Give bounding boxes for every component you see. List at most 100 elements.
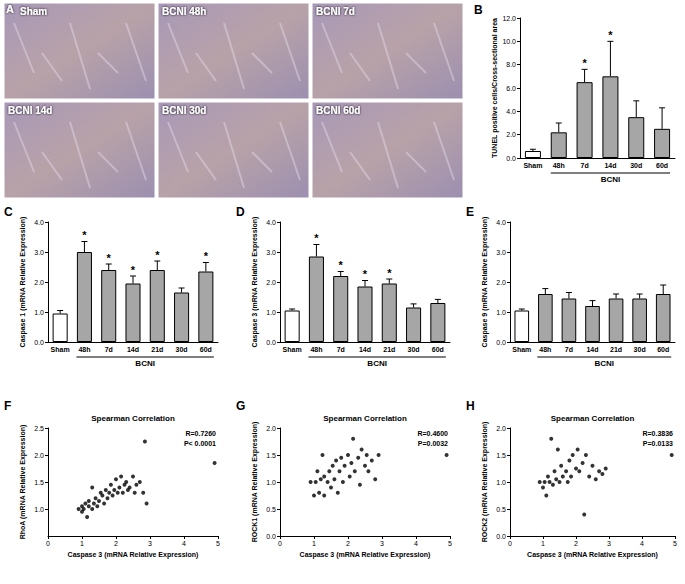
svg-text:Sham: Sham (20, 6, 47, 17)
svg-text:0.0: 0.0 (506, 155, 516, 162)
svg-text:3.0: 3.0 (266, 249, 276, 256)
svg-text:3.0: 3.0 (496, 249, 506, 256)
svg-text:21d: 21d (151, 346, 163, 353)
svg-text:P=0.0133: P=0.0133 (643, 440, 673, 447)
svg-text:4: 4 (414, 540, 418, 547)
svg-text:5: 5 (216, 540, 220, 547)
svg-text:30d: 30d (630, 162, 642, 169)
svg-text:60d: 60d (657, 346, 669, 353)
svg-text:2.0: 2.0 (266, 279, 276, 286)
svg-text:Caspase 3 (mRNA Relative Expre: Caspase 3 (mRNA Relative Expression) (527, 551, 658, 559)
svg-text:*: * (107, 252, 112, 264)
svg-text:7d: 7d (105, 346, 113, 353)
svg-text:Sham: Sham (283, 346, 302, 353)
svg-text:2.0: 2.0 (266, 425, 276, 432)
svg-text:Caspase 3 (mRNA Relative Expre: Caspase 3 (mRNA Relative Expression) (251, 217, 259, 348)
svg-text:14d: 14d (127, 346, 139, 353)
svg-text:RhoA (mRNA Relative Expression: RhoA (mRNA Relative Expression) (19, 425, 27, 540)
svg-text:0.0: 0.0 (266, 339, 276, 346)
svg-text:0: 0 (508, 540, 512, 547)
svg-text:7d: 7d (337, 346, 345, 353)
svg-text:0: 0 (278, 540, 282, 547)
svg-text:*: * (131, 264, 136, 276)
svg-text:F: F (4, 399, 11, 413)
svg-text:Caspase 1 (mRNA Relative Expre: Caspase 1 (mRNA Relative Expression) (19, 217, 27, 348)
svg-text:1.5: 1.5 (496, 452, 506, 459)
svg-text:Caspase 9 (mRNA Relative Expre: Caspase 9 (mRNA Relative Expression) (481, 217, 489, 348)
svg-text:1.5: 1.5 (34, 479, 44, 486)
svg-text:4.0: 4.0 (496, 219, 506, 226)
svg-text:1.0: 1.0 (266, 479, 276, 486)
svg-text:0.5: 0.5 (496, 506, 506, 513)
svg-text:ROCK1 (mRNA Relative Expressio: ROCK1 (mRNA Relative Expression) (251, 422, 259, 543)
svg-text:BCNI: BCNI (367, 359, 387, 368)
svg-text:*: * (314, 232, 319, 244)
svg-text:1.0: 1.0 (34, 506, 44, 513)
svg-text:2: 2 (346, 540, 350, 547)
svg-text:Sham: Sham (512, 346, 531, 353)
svg-text:P< 0.0001: P< 0.0001 (184, 440, 216, 447)
svg-text:1.0: 1.0 (34, 309, 44, 316)
svg-text:4.0: 4.0 (266, 219, 276, 226)
svg-text:1.5: 1.5 (266, 452, 276, 459)
svg-text:R=0.7260: R=0.7260 (185, 430, 216, 437)
svg-text:3: 3 (380, 540, 384, 547)
svg-text:*: * (582, 57, 587, 69)
svg-text:Sham: Sham (523, 162, 542, 169)
svg-text:*: * (608, 29, 613, 41)
svg-text:1: 1 (80, 540, 84, 547)
svg-text:ROCK2 (mRNA Relative Expressio: ROCK2 (mRNA Relative Expression) (481, 422, 489, 543)
svg-text:60d: 60d (200, 346, 212, 353)
svg-text:2.0: 2.0 (34, 279, 44, 286)
svg-text:21d: 21d (610, 346, 622, 353)
svg-text:R=0.4600: R=0.4600 (417, 430, 448, 437)
svg-text:E: E (466, 205, 474, 219)
svg-text:14d: 14d (604, 162, 616, 169)
svg-text:1.0: 1.0 (496, 479, 506, 486)
svg-text:14d: 14d (359, 346, 371, 353)
svg-text:0.0: 0.0 (34, 339, 44, 346)
svg-text:Caspase 3 (mRNA Relative Expre: Caspase 3 (mRNA Relative Expression) (68, 551, 199, 559)
svg-text:Sham: Sham (51, 346, 70, 353)
svg-text:2.5: 2.5 (34, 425, 44, 432)
svg-text:1.0: 1.0 (496, 309, 506, 316)
svg-text:BCNI 48h: BCNI 48h (162, 6, 206, 17)
svg-text:2.0: 2.0 (496, 425, 506, 432)
svg-text:1.0: 1.0 (266, 309, 276, 316)
svg-text:3: 3 (607, 540, 611, 547)
svg-text:G: G (236, 399, 245, 413)
svg-text:0.0: 0.0 (266, 533, 276, 540)
svg-text:BCNI 7d: BCNI 7d (316, 6, 355, 17)
svg-text:2: 2 (574, 540, 578, 547)
svg-text:12.0: 12.0 (502, 15, 516, 22)
svg-text:30d: 30d (408, 346, 420, 353)
svg-text:BCNI 60d: BCNI 60d (316, 105, 360, 116)
svg-text:2.0: 2.0 (496, 279, 506, 286)
svg-text:4.0: 4.0 (34, 219, 44, 226)
svg-text:C: C (4, 205, 13, 219)
svg-text:BCNI 30d: BCNI 30d (162, 105, 206, 116)
svg-text:0.0: 0.0 (496, 533, 506, 540)
svg-text:0.0: 0.0 (496, 339, 506, 346)
svg-text:Spearman Correlation: Spearman Correlation (91, 414, 175, 423)
svg-text:14d: 14d (586, 346, 598, 353)
svg-text:30d: 30d (176, 346, 188, 353)
svg-text:BCNI: BCNI (135, 359, 155, 368)
svg-text:Caspase 3 (mRNA Relative Expre: Caspase 3 (mRNA Relative Expression) (300, 551, 431, 559)
svg-text:3: 3 (148, 540, 152, 547)
svg-text:*: * (204, 250, 209, 262)
svg-text:TUNEL positive cells/Cross-sec: TUNEL positive cells/Cross-sectional are… (491, 18, 499, 158)
svg-text:BCNI: BCNI (601, 175, 621, 184)
svg-text:21d: 21d (383, 346, 395, 353)
svg-text:*: * (155, 249, 160, 261)
svg-text:5: 5 (673, 540, 677, 547)
svg-text:Spearman Correlation: Spearman Correlation (323, 414, 407, 423)
svg-text:0.5: 0.5 (266, 506, 276, 513)
svg-text:10.0: 10.0 (502, 38, 516, 45)
svg-text:BCNI 14d: BCNI 14d (8, 105, 52, 116)
svg-text:7d: 7d (580, 162, 588, 169)
svg-text:4.0: 4.0 (506, 108, 516, 115)
svg-text:P=0.0032: P=0.0032 (418, 440, 448, 447)
svg-text:2.0: 2.0 (506, 131, 516, 138)
svg-text:2: 2 (114, 540, 118, 547)
